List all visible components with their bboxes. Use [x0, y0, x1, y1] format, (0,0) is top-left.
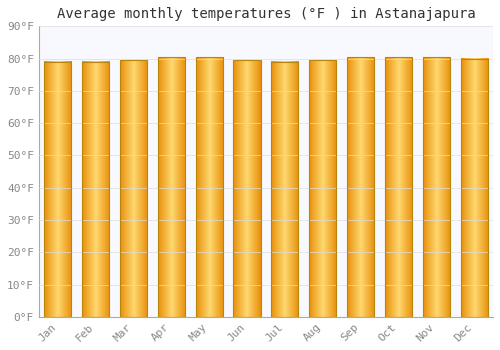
Bar: [271, 62, 298, 317]
Bar: [44, 62, 72, 317]
Bar: [120, 60, 147, 317]
Bar: [385, 57, 412, 317]
Bar: [347, 57, 374, 317]
Bar: [196, 57, 223, 317]
Bar: [309, 60, 336, 317]
Bar: [234, 60, 260, 317]
Bar: [82, 62, 109, 317]
Title: Average monthly temperatures (°F ) in Astanajapura: Average monthly temperatures (°F ) in As…: [56, 7, 476, 21]
Bar: [158, 57, 185, 317]
Bar: [422, 57, 450, 317]
Bar: [460, 58, 488, 317]
